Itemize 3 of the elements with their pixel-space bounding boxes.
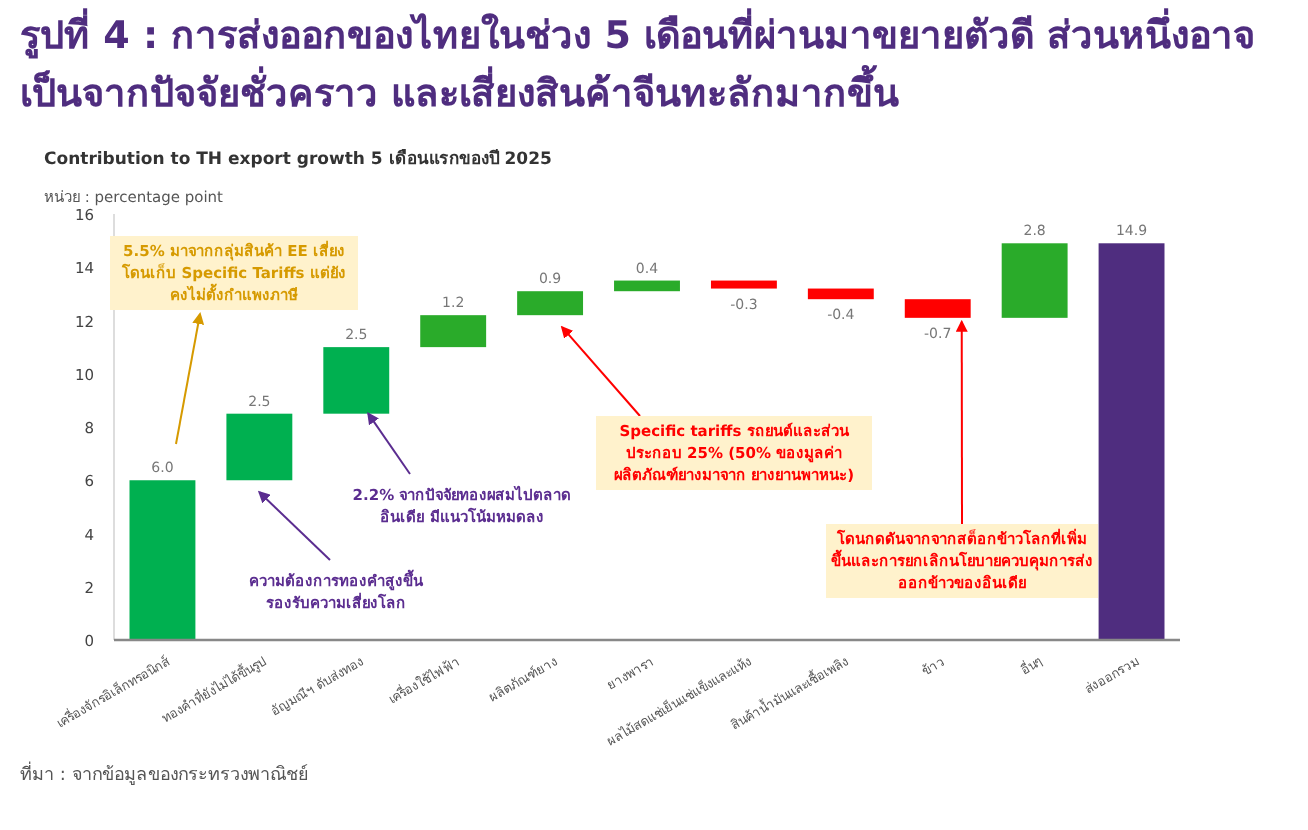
subtitle: Contribution to TH export growth 5 เดือนแรกของปี 2025: [44, 147, 552, 172]
annotation: ที่มา : จากข้อมูลของกระทรวงพาณิชย์: [20, 760, 1280, 788]
title: รูปที่ 4 : การส่งออกของไทยในช่วง 5 เดือนที่ผ่านมาขยายตัวดี ส่วนหนึ่งอาจเป็นจากปัจจัยชั่วคราว และเสี่ยงสินค้าจีนทะลักมากขึ้น: [20, 8, 1280, 124]
